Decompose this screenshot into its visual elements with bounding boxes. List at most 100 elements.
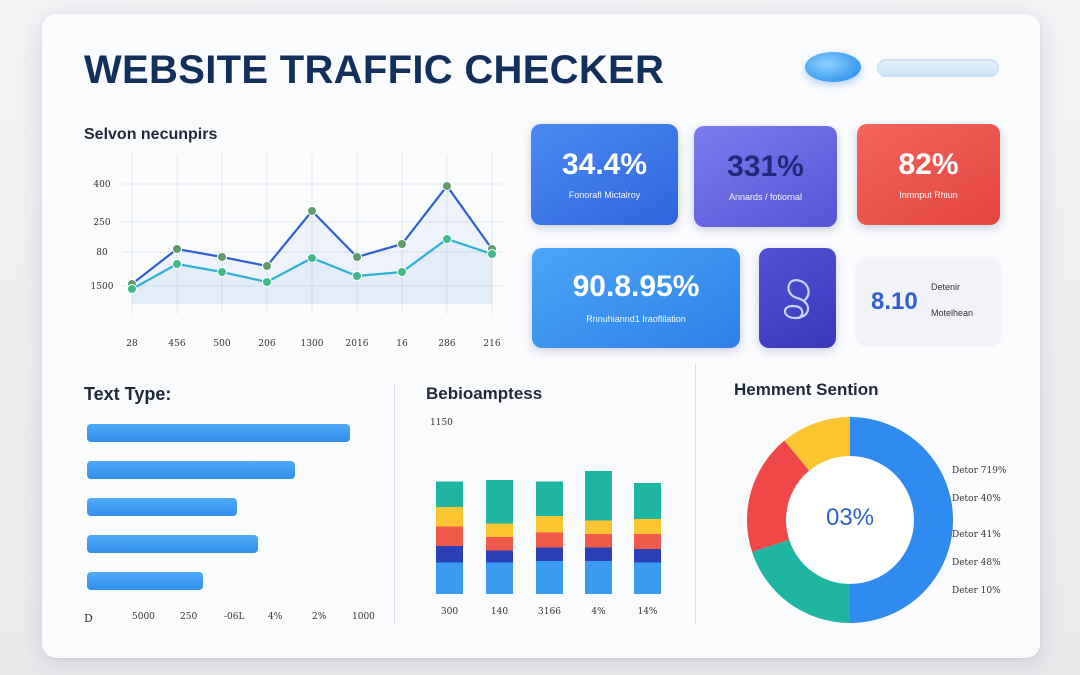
donut-legend-item: Detor 719% [952,466,1007,476]
data-point [172,244,182,254]
stack-segment [585,520,612,534]
y-tick-label: 400 [93,180,110,190]
stack-segment [536,561,563,594]
x-tick-label: 286 [438,339,455,349]
series-area [132,239,492,304]
stat-tile-2-value: 331% [727,150,804,183]
x-tick-label: 28 [126,339,138,349]
stat-tile-6-caption-1: Detenir [931,282,961,292]
data-point [307,206,317,216]
x-tick-label: 500 [213,339,230,349]
data-point [487,249,497,259]
swirl-icon [783,279,810,320]
stat-tile-6-value: 8.10 [871,288,918,315]
x-tick-label: 5000 [132,612,155,622]
stat-tile-3-caption: Inmnput Rhiun [899,190,958,200]
stat-tile-5[interactable] [759,248,836,348]
data-point [442,234,452,244]
x-tick-label: 2016 [346,339,369,349]
stack-segment [436,507,463,527]
stat-tile-4-value: 90.8.95% [572,270,700,303]
stack-segment [486,537,513,551]
data-point [172,259,182,269]
dashboard-card: WEBSITE TRAFFIC CHECKER Selvon necunpirs… [42,14,1040,658]
data-point [217,267,227,277]
text-type-x-ticks: D 5000 250 -06L 4% 2% 1000 [84,612,384,626]
text-type-bar [87,535,258,553]
donut-slice [752,539,850,623]
x-tick-label: 216 [483,339,500,349]
stat-tile-2-caption: Annards / fotiornal [728,192,803,202]
y-tick-label: 250 [93,218,110,228]
data-point [262,261,272,271]
header-toggle-button[interactable] [805,52,861,82]
stack-segment [634,519,661,534]
line-chart: 400 250 80 1500 28 456 500 206 1300 2016 16 286 216 [91,154,502,349]
stat-tile-2[interactable]: 331% Annards / fotiornal [694,126,837,227]
stacked-bar-chart: 300 140 3166 4% 14% [436,471,661,617]
line-section-title: Selvon necunpirs [84,126,218,143]
y-tick-label: 1500 [91,282,114,292]
x-tick-label: D [84,612,93,625]
stack-segment [486,550,513,563]
text-type-bar [87,572,203,590]
stack-segment [536,481,563,516]
stack-segment [585,561,612,594]
stack-segment [536,547,563,561]
donut-legend-item: Detor 41% [952,530,1001,540]
donut-legend-item: Deter 48% [952,558,1001,568]
x-tick-label: 456 [168,339,185,349]
text-type-bar [87,461,295,479]
text-type-bar [87,498,237,516]
data-point [307,253,317,263]
donut-legend-item: Deter 10% [952,586,1001,596]
stack-segment [585,471,612,521]
donut-slice [784,417,850,471]
divider-left [394,384,395,624]
x-tick-label: 1300 [301,339,324,349]
data-point [127,284,137,294]
stack-segment [486,523,513,537]
data-point [217,252,227,262]
stack-segment [486,480,513,524]
donut-chart [747,417,953,623]
y-tick-label: 80 [96,248,108,258]
text-type-bars [87,424,352,604]
stat-tile-1-caption: Fonorafl Mictalroy [568,190,641,200]
stack-segment [585,534,612,548]
stat-tile-4[interactable]: 90.8.95% Rnnuhiannd1 Iraoflilation [532,248,740,348]
text-type-bar [87,424,350,442]
x-tick-label: 14% [637,607,657,617]
x-tick-label: 3166 [538,607,561,617]
x-tick-label: 4% [268,612,283,622]
stack-segment [634,534,661,549]
data-point [442,181,452,191]
data-point [352,252,362,262]
stack-segment [634,549,661,563]
donut-section-title: Hemment Sention [734,380,879,399]
x-tick-label: 1000 [352,612,375,622]
stat-tile-6-caption-2: Motelhean [931,308,974,318]
donut-legend-item: Detor 40% [952,494,1001,504]
stack-segment [436,546,463,563]
stat-tile-6[interactable]: 8.10 Detenir Motelhean [857,258,1000,344]
donut-center-label: 03% [825,504,875,531]
stack-segment [536,516,563,533]
stack-segment [585,547,612,561]
x-tick-label: 300 [441,607,458,617]
stack-segment [436,526,463,546]
data-point [352,271,362,281]
stat-tile-1-value: 34.4% [561,148,648,181]
stacked-section-title: Bebioamptess [426,384,543,403]
stack-segment [436,562,463,594]
stack-segment [486,562,513,594]
stat-tile-4-caption: Rnnuhiannd1 Iraoflilation [586,314,686,324]
stat-tile-1[interactable]: 34.4% Fonorafl Mictalroy [531,124,678,225]
data-point [397,239,407,249]
page-title: WEBSITE TRAFFIC CHECKER [84,48,665,92]
stat-tile-3-value: 82% [898,148,959,181]
x-tick-label: -06L [224,612,245,622]
stack-segment [436,481,463,507]
stat-tile-3[interactable]: 82% Inmnput Rhiun [857,124,1000,225]
header-search-bar[interactable] [877,59,999,77]
